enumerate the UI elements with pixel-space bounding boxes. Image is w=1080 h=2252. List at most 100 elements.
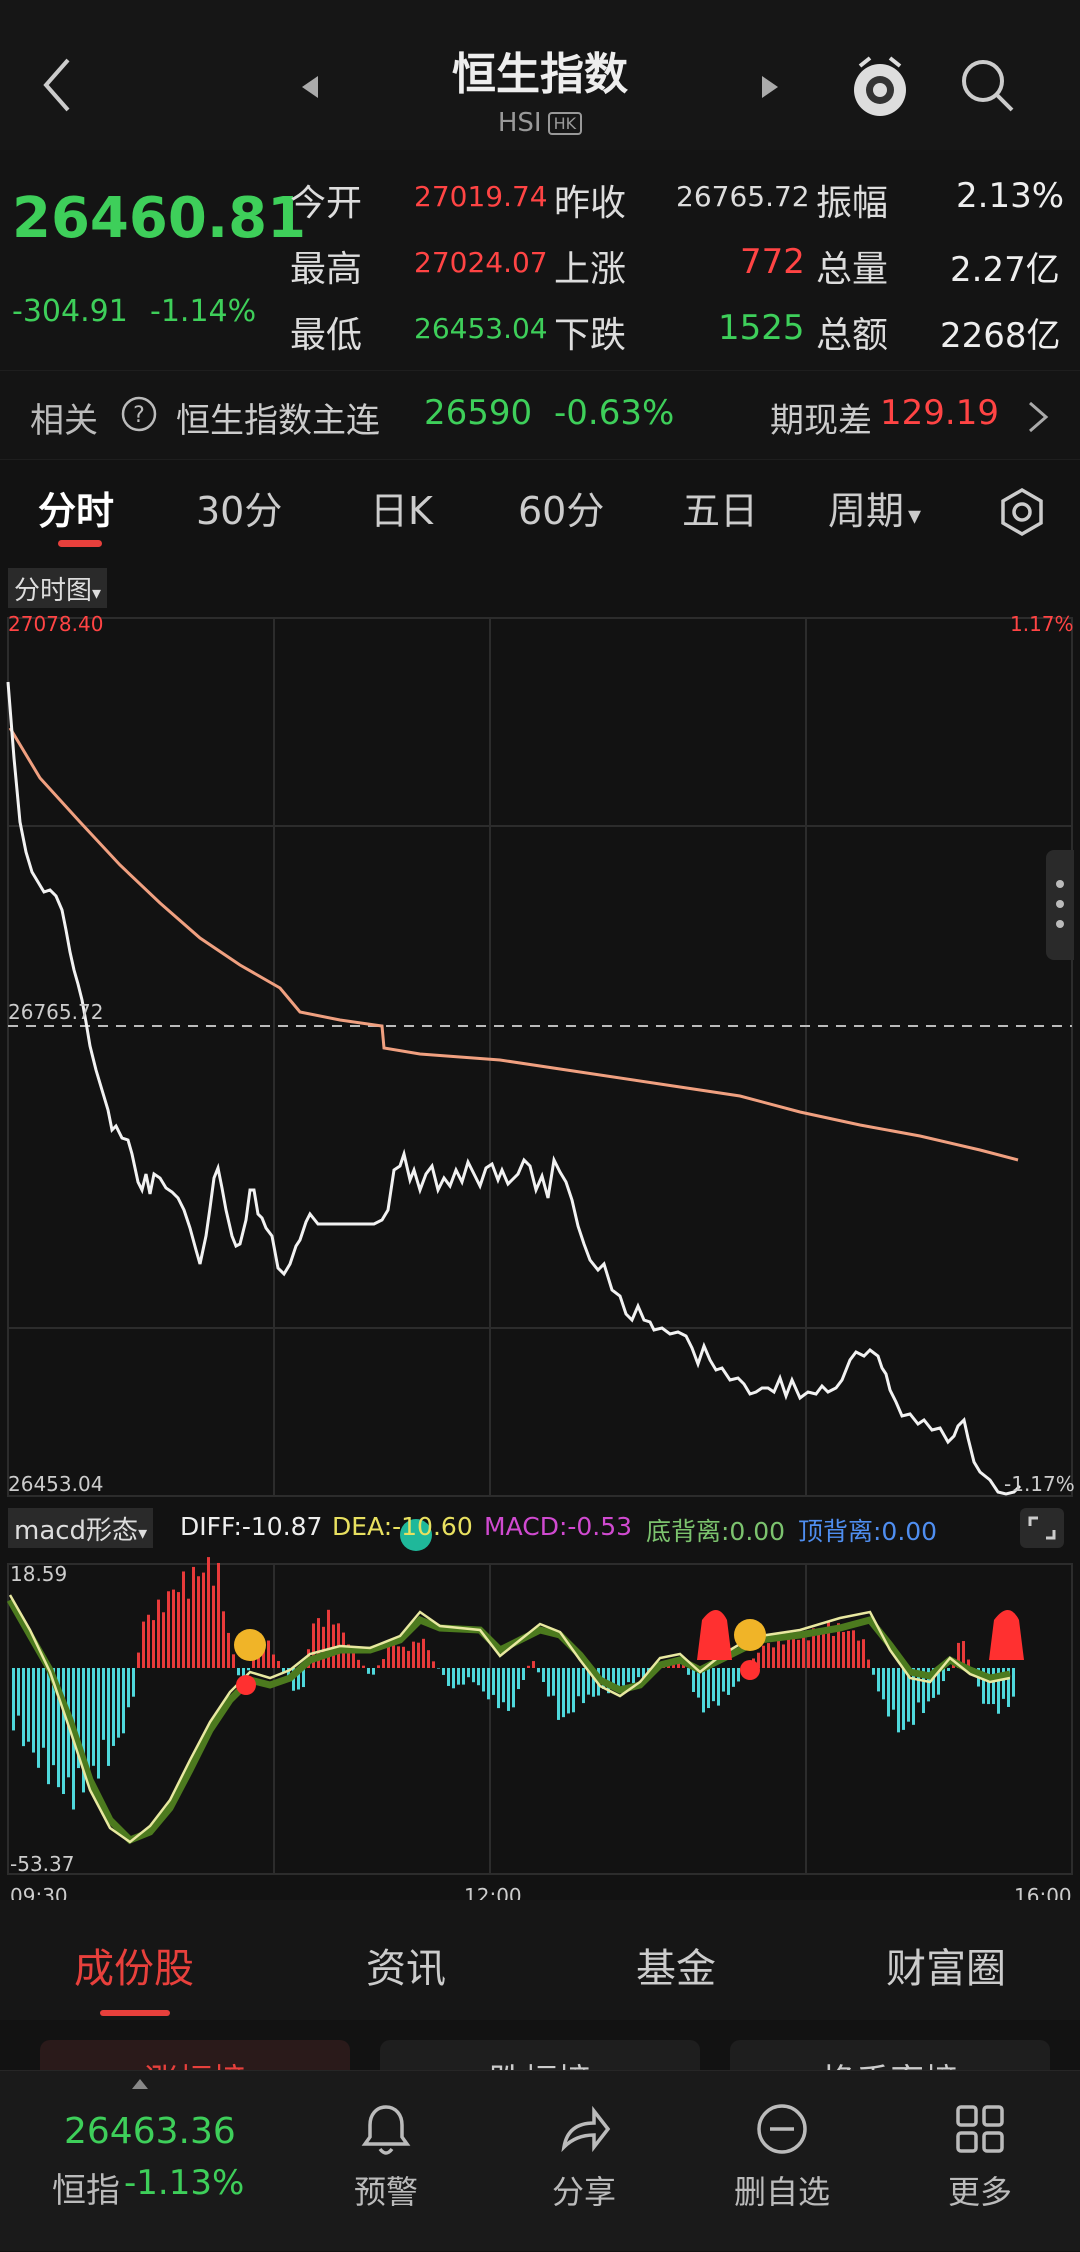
macd-bar <box>867 1660 870 1668</box>
macd-bar <box>852 1630 855 1668</box>
macd-bar <box>157 1600 160 1668</box>
macd-bar <box>417 1643 420 1668</box>
macd-bar <box>182 1571 185 1668</box>
macd-bar <box>97 1668 100 1779</box>
macd-bar <box>407 1651 410 1668</box>
macd-bar <box>187 1599 190 1668</box>
macd-bar <box>622 1668 625 1685</box>
low-label: 最低 <box>290 306 362 358</box>
macd-diff: DIFF:-10.87 <box>180 1512 322 1541</box>
price-change: -304.91 <box>12 294 128 329</box>
macd-bar <box>877 1668 880 1691</box>
basis-value: 129.19 <box>880 393 999 433</box>
macd-bar <box>227 1633 230 1668</box>
tab-60min[interactable]: 60分 <box>518 480 604 535</box>
related-row[interactable]: 相关 ? 恒生指数主连 26590 -0.63% 期现差 129.19 <box>0 370 1080 460</box>
macd-bar <box>992 1668 995 1704</box>
macd-bar <box>442 1668 445 1675</box>
macd-bar <box>102 1668 105 1740</box>
tab-period[interactable]: 周期▾ <box>828 480 921 535</box>
divergence-marker-icon <box>234 1629 266 1661</box>
prev-close-label: 昨收 <box>554 174 626 226</box>
macd-bar <box>27 1668 30 1742</box>
macd-bar <box>217 1563 220 1668</box>
macd-bar <box>807 1640 810 1668</box>
remove-icon <box>754 2101 810 2157</box>
tab-intraday[interactable]: 分时 <box>38 480 114 535</box>
share-icon <box>556 2101 612 2157</box>
tab-30min[interactable]: 30分 <box>196 480 282 535</box>
macd-bar <box>37 1668 40 1768</box>
macd-bar <box>517 1668 520 1689</box>
macd-bar <box>477 1668 480 1685</box>
macd-bar <box>842 1632 845 1668</box>
macd-bar <box>237 1668 240 1675</box>
macd-min: -53.37 <box>10 1852 74 1876</box>
indicator-selector[interactable]: macd形态▾ <box>8 1508 153 1548</box>
more-button[interactable]: 更多 <box>900 2101 1060 2213</box>
amplitude-value: 2.13% <box>956 176 1064 216</box>
open-value: 27019.74 <box>414 180 548 213</box>
macd-bar <box>12 1668 15 1730</box>
chevron-right-icon[interactable] <box>1026 399 1050 435</box>
macd-bar <box>172 1590 175 1668</box>
macd-bar <box>127 1668 130 1707</box>
remove-watchlist-button[interactable]: 删自选 <box>702 2101 862 2213</box>
macd-bar <box>272 1655 275 1668</box>
share-button[interactable]: 分享 <box>504 2101 664 2213</box>
macd-bar <box>632 1668 635 1683</box>
high-label: 最高 <box>290 240 362 292</box>
next-icon[interactable] <box>760 74 780 100</box>
related-name: 恒生指数主连 <box>176 393 380 442</box>
open-label: 今开 <box>290 174 362 226</box>
macd-bar <box>862 1639 865 1668</box>
bottom-marker-icon <box>989 1610 1024 1660</box>
axis-bottom-price: 26453.04 <box>8 1472 103 1496</box>
help-icon[interactable]: ? <box>120 395 158 433</box>
settings-icon[interactable] <box>996 486 1048 538</box>
macd-bar <box>392 1644 395 1668</box>
tab-daily[interactable]: 日K <box>370 480 433 535</box>
macd-bar <box>147 1615 150 1668</box>
fall-label: 下跌 <box>554 306 626 358</box>
macd-bar <box>1012 1668 1015 1697</box>
macd-bar <box>857 1641 860 1668</box>
period-tabs: 分时 30分 日K 60分 五日 周期▾ <box>0 460 1080 560</box>
macd-bar <box>472 1668 475 1682</box>
macd-bar <box>782 1644 785 1668</box>
dropdown-icon: ▾ <box>138 1523 147 1544</box>
divergence-marker-icon <box>734 1619 766 1651</box>
macd-bar <box>112 1668 115 1746</box>
quote-panel: 26460.81 -304.91 -1.14% 今开 27019.74 最高 2… <box>0 150 1080 370</box>
bottom-toolbar: 26463.36 恒指 -1.13% 预警 分享 删自选 更多 <box>0 2070 1080 2251</box>
tab-constituents[interactable]: 成份股 <box>74 1936 194 1994</box>
page-title: 恒生指数 <box>0 38 1080 102</box>
search-icon[interactable] <box>958 56 1018 116</box>
macd-bar <box>17 1668 20 1716</box>
tab-funds[interactable]: 基金 <box>636 1936 716 1994</box>
tab-wealth-circle[interactable]: 财富圈 <box>886 1936 1006 1994</box>
macd-bar <box>627 1668 630 1682</box>
tab-5day[interactable]: 五日 <box>682 480 758 535</box>
macd-bar <box>277 1661 280 1668</box>
macd-bar <box>212 1586 215 1668</box>
mascot-icon[interactable] <box>848 52 912 120</box>
tab-news[interactable]: 资讯 <box>366 1936 446 1994</box>
macd-bar <box>522 1668 525 1680</box>
macd-bar <box>117 1668 120 1738</box>
side-drawer-handle[interactable] <box>1046 850 1074 960</box>
macd-bar <box>557 1668 560 1720</box>
macd-bar <box>152 1620 155 1668</box>
expand-icon[interactable] <box>1020 1508 1064 1548</box>
fall-count: 1525 <box>718 308 805 348</box>
macd-bar <box>887 1668 890 1717</box>
macd-bar <box>322 1627 325 1668</box>
macd-bar <box>132 1668 135 1697</box>
price-change-pct: -1.14% <box>150 294 256 329</box>
alert-button[interactable]: 预警 <box>306 2101 466 2213</box>
macd-bar <box>267 1641 270 1668</box>
index-ticker[interactable]: 26463.36 恒指 -1.13% <box>0 2071 290 2252</box>
prev-close-value: 26765.72 <box>676 180 810 213</box>
